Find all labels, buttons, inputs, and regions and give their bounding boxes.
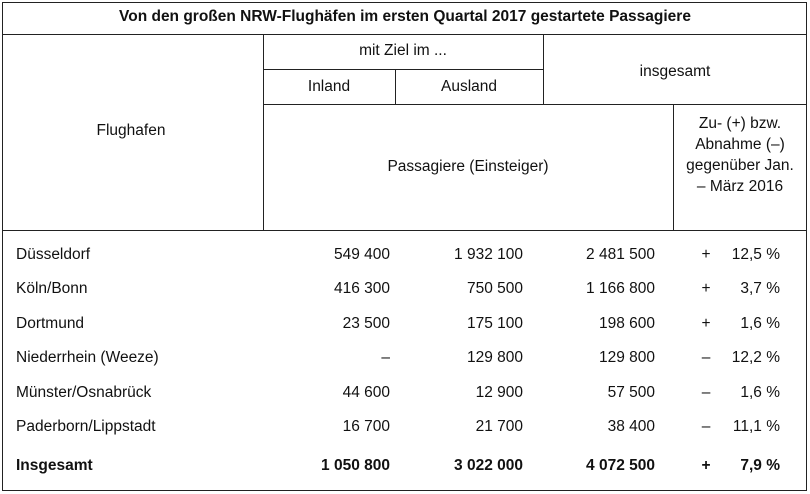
airport-name: Paderborn/Lippstadt — [16, 418, 156, 435]
column-header: Passagiere (Einsteiger) — [387, 158, 549, 175]
abroad-cell: 750 500 — [466, 280, 523, 298]
total-cell: 57 500 — [607, 383, 655, 401]
rule — [543, 34, 544, 104]
rule — [395, 69, 396, 104]
airport-name: Dortmund — [16, 314, 85, 332]
change-sign: – — [701, 349, 711, 367]
abroad-cell: 3 022 000 — [454, 457, 523, 474]
column-header: mit Ziel im ... — [359, 42, 447, 59]
total-cell: 1 166 800 — [586, 280, 655, 298]
domestic-cell: 549 400 — [333, 246, 390, 263]
abroad-cell: 12 900 — [475, 383, 523, 401]
abroad-cell: 129 800 — [466, 349, 523, 367]
domestic-cell: 416 300 — [333, 280, 390, 298]
change-cell: 7,9 % — [740, 457, 780, 474]
abroad-cell: 175 100 — [466, 314, 523, 332]
domestic-cell: 23 500 — [342, 314, 390, 332]
total-cell: 2 481 500 — [586, 246, 655, 263]
table-title: Von den großen NRW-Flughäfen im ersten Q… — [119, 8, 691, 25]
airport-name: Köln/Bonn — [16, 280, 88, 298]
rule — [673, 104, 674, 230]
column-header: Zu- (+) bzw. Abnahme (–) gegenüber Jan. … — [686, 115, 794, 195]
domestic-cell: 44 600 — [342, 383, 390, 401]
rule — [2, 230, 807, 231]
rule — [263, 104, 807, 105]
change-cell: 3,7 % — [740, 280, 780, 298]
airport-name: Niederrhein (Weeze) — [16, 349, 159, 367]
total-cell: 38 400 — [607, 418, 655, 435]
change-cell: 1,6 % — [740, 383, 780, 401]
change-cell: 11,1 % — [732, 418, 780, 435]
change-sign: + — [701, 246, 711, 263]
abroad-cell: 21 700 — [475, 418, 523, 435]
change-sign: – — [701, 418, 711, 435]
rule — [263, 69, 543, 70]
airport-name: Münster/Osnabrück — [16, 383, 152, 401]
change-cell: 1,6 % — [740, 314, 780, 332]
column-header: Flughafen — [96, 122, 166, 139]
total-cell: 129 800 — [598, 349, 655, 367]
column-header: Ausland — [440, 78, 498, 95]
airport-name: Düsseldorf — [16, 246, 91, 263]
total-cell: 198 600 — [598, 314, 655, 332]
airport-name: Insgesamt — [16, 457, 93, 474]
domestic-cell: 1 050 800 — [321, 457, 390, 474]
column-header: Inland — [307, 78, 351, 95]
change-sign: + — [701, 314, 711, 332]
column-header: insgesamt — [639, 63, 711, 80]
change-sign: + — [701, 457, 711, 474]
rule — [263, 34, 264, 230]
domestic-cell: 16 700 — [342, 418, 390, 435]
rule — [2, 34, 807, 35]
change-sign: – — [701, 383, 711, 401]
change-cell: 12,2 % — [731, 349, 780, 367]
total-cell: 4 072 500 — [586, 457, 655, 474]
change-sign: + — [701, 280, 711, 298]
abroad-cell: 1 932 100 — [454, 246, 523, 263]
domestic-cell: – — [381, 349, 390, 367]
change-cell: 12,5 % — [731, 246, 780, 263]
